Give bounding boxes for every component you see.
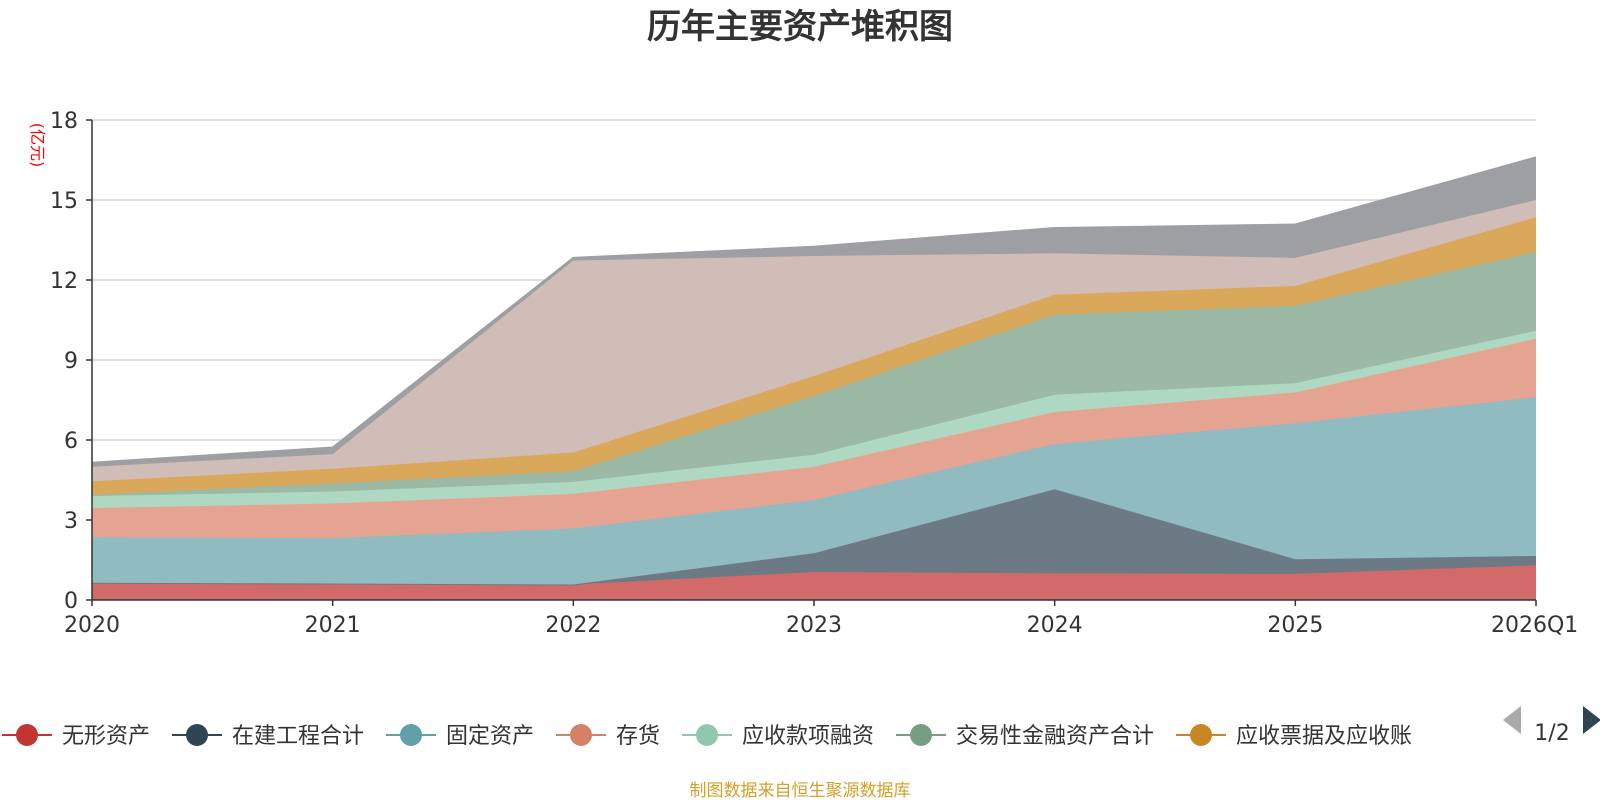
legend-item[interactable]: 交易性金融资产合计 xyxy=(896,724,1154,749)
area-series-9 xyxy=(92,157,1536,467)
legend-marker-icon xyxy=(16,724,38,746)
legend-label: 交易性金融资产合计 xyxy=(956,724,1154,749)
legend-item[interactable]: 固定资产 xyxy=(386,724,534,749)
legend-item[interactable]: 存货 xyxy=(556,724,660,749)
y-tick-label: 12 xyxy=(50,269,78,294)
legend-item[interactable]: 应收款项融资 xyxy=(682,724,874,749)
y-axis-unit-label: (亿元) xyxy=(28,123,47,168)
legend-marker-icon xyxy=(910,724,932,746)
area-series-3 xyxy=(92,397,1536,585)
y-tick-label: 0 xyxy=(64,589,78,614)
triangle-right-icon[interactable] xyxy=(1583,706,1600,734)
x-tick-label: 2023 xyxy=(786,613,842,638)
legend-pager: 1/2 xyxy=(1503,706,1600,746)
x-tick-label: 2020 xyxy=(64,613,120,638)
legend-marker-icon xyxy=(570,724,592,746)
area-series-4 xyxy=(92,338,1536,539)
legend-label: 在建工程合计 xyxy=(232,724,364,749)
x-tick-label: 2022 xyxy=(545,613,601,638)
legend-marker-icon xyxy=(186,724,208,746)
legend-label: 固定资产 xyxy=(446,724,534,749)
triangle-left-icon[interactable] xyxy=(1503,706,1521,734)
y-tick-label: 9 xyxy=(64,349,78,374)
y-tick-label: 18 xyxy=(50,109,78,134)
y-tick-label: 3 xyxy=(64,509,78,534)
area-series-9-edge xyxy=(91,156,1537,464)
legend-item[interactable]: 在建工程合计 xyxy=(172,724,364,749)
legend-label: 存货 xyxy=(616,724,660,749)
axes: 0 3 6 9 12 15 18 2020 2021 2022 2023 2024 2025 2026Q1 xyxy=(50,109,1578,638)
legend-item[interactable]: 无形资产 xyxy=(2,724,150,749)
legend-label: 应收票据及应收账 xyxy=(1236,724,1412,749)
area-series-group xyxy=(91,156,1537,600)
legend-item[interactable]: 应收票据及应收账 xyxy=(1176,724,1412,749)
legend-marker-icon xyxy=(1190,724,1212,746)
legend-label: 无形资产 xyxy=(62,724,150,749)
area-series-6 xyxy=(92,252,1536,496)
x-tick-label: 2021 xyxy=(305,613,361,638)
data-source-note: 制图数据来自恒生聚源数据库 xyxy=(690,781,911,800)
legend-label: 应收款项融资 xyxy=(742,724,874,749)
y-tick-label: 15 xyxy=(50,189,78,214)
area-series-8 xyxy=(92,200,1536,482)
legend-page-indicator: 1/2 xyxy=(1534,721,1569,746)
legend-marker-icon xyxy=(400,724,422,746)
y-tick-label: 6 xyxy=(64,429,78,454)
legend-marker-icon xyxy=(696,724,718,746)
x-tick-label: 2026Q1 xyxy=(1491,613,1578,638)
chart-title: 历年主要资产堆积图 xyxy=(647,7,953,47)
legend: 无形资产 在建工程合计 固定资产 存货 应收款项融资 交易性金融资产合计 应收票据及应收账 xyxy=(2,724,1412,749)
area-series-2 xyxy=(92,489,1536,585)
x-tick-label: 2025 xyxy=(1267,613,1323,638)
x-tick-label: 2024 xyxy=(1027,613,1083,638)
